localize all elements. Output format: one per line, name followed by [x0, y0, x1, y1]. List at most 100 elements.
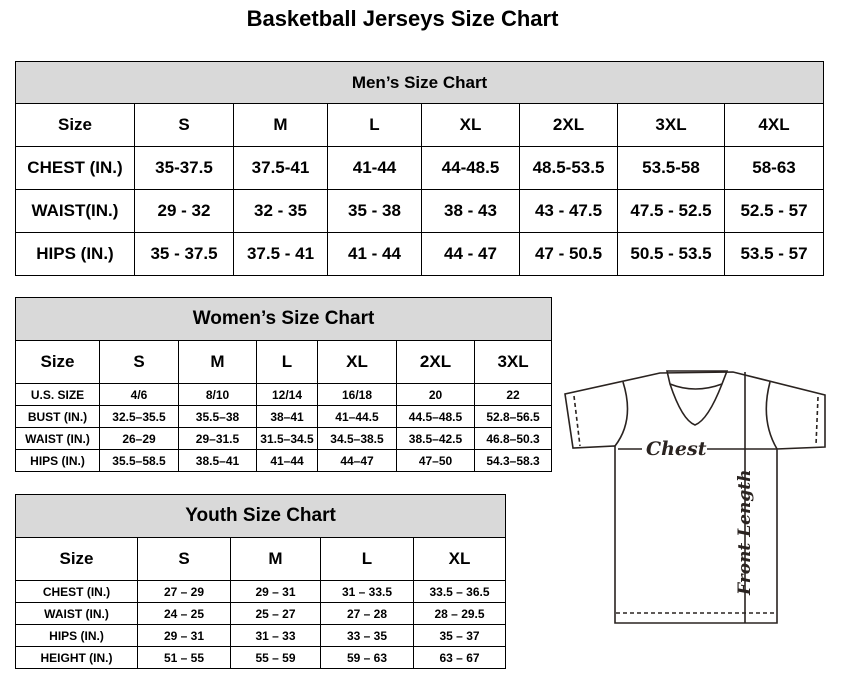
table-row: HIPS (IN.) 35.5–58.5 38.5–41 41–44 44–47 47–5…: [15, 449, 553, 472]
table-cell: CHEST (IN.): [15, 146, 135, 190]
table-title: Women’s Size Chart: [14, 297, 553, 341]
table-cell: HEIGHT (IN.): [15, 646, 138, 669]
table-cell: 27 – 29: [137, 580, 231, 603]
table-cell: 52.8–56.5: [473, 405, 553, 428]
table-cell: 34.5–38.5: [317, 427, 397, 450]
header-cell: M: [233, 103, 328, 147]
table-cell: 37.5 - 41: [233, 232, 328, 276]
womens-size-table: Women’s Size Chart Size S M L XL 2XL 3XL U.S. SI…: [14, 297, 553, 472]
table-cell: WAIST(IN.): [15, 189, 135, 233]
table-cell: HIPS (IN.): [15, 624, 138, 647]
table-cell: 51 – 55: [137, 646, 231, 669]
table-cell: 20: [396, 383, 475, 406]
table-cell: 44-48.5: [421, 146, 520, 190]
table-cell: 35.5–58.5: [99, 449, 179, 472]
table-cell: 29–31.5: [178, 427, 257, 450]
table-cell: 41–44: [256, 449, 318, 472]
header-cell: 3XL: [617, 103, 725, 147]
table-cell: 55 – 59: [230, 646, 321, 669]
table-cell: HIPS (IN.): [15, 449, 100, 472]
table-cell: 58-63: [723, 146, 825, 190]
table-cell: 44 - 47: [421, 232, 520, 276]
table-cell: WAIST (IN.): [15, 427, 100, 450]
chest-label: Chest: [646, 438, 707, 460]
table-cell: 50.5 - 53.5: [617, 232, 725, 276]
table-row: HIPS (IN.) 29 – 31 31 – 33 33 – 35 35 – 37: [15, 624, 507, 647]
table-cell: 48.5-53.5: [519, 146, 618, 190]
table-cell: 33 – 35: [320, 624, 414, 647]
header-cell: S: [137, 537, 231, 581]
table-cell: 31.5–34.5: [256, 427, 318, 450]
table-cell: 53.5-58: [617, 146, 725, 190]
table-row: WAIST (IN.) 24 – 25 25 – 27 27 – 28 28 – 29.…: [15, 602, 507, 625]
table-row: U.S. SIZE 4/6 8/10 12/14 16/18 20 22: [15, 383, 553, 406]
table-cell: 29 – 31: [230, 580, 321, 603]
table-cell: 28 – 29.5: [412, 602, 507, 625]
table-row: WAIST(IN.) 29 - 32 32 - 35 35 - 38 38 - 43 43…: [15, 189, 825, 233]
header-cell: Size: [15, 340, 100, 384]
table-cell: 24 – 25: [137, 602, 231, 625]
table-cell: 31 – 33: [230, 624, 321, 647]
table-cell: 47–50: [396, 449, 475, 472]
header-cell: L: [320, 537, 414, 581]
shirt-outline: [564, 371, 826, 624]
table-cell: 46.8–50.3: [473, 427, 553, 450]
table-cell: 38.5–41: [178, 449, 257, 472]
table-cell: 54.3–58.3: [473, 449, 553, 472]
table-cell: 53.5 - 57: [723, 232, 825, 276]
table-row: CHEST (IN.) 27 – 29 29 – 31 31 – 33.5 33.5 –…: [15, 580, 507, 603]
table-cell: 38–41: [256, 405, 318, 428]
header-cell: Size: [15, 537, 138, 581]
table-cell: 12/14: [256, 383, 318, 406]
table-cell: 47 - 50.5: [519, 232, 618, 276]
table-cell: 25 – 27: [230, 602, 321, 625]
table-cell: 59 – 63: [320, 646, 414, 669]
header-cell: 4XL: [723, 103, 825, 147]
table-cell: 47.5 - 52.5: [617, 189, 725, 233]
header-cell: 2XL: [396, 340, 475, 384]
front-length-label: Front Length: [735, 470, 755, 596]
header-cell: L: [327, 103, 422, 147]
table-cell: 63 – 67: [412, 646, 507, 669]
table-cell: BUST (IN.): [15, 405, 100, 428]
header-row: Size S M L XL 2XL 3XL: [15, 340, 553, 384]
table-row: BUST (IN.) 32.5–35.5 35.5–38 38–41 41–44.5 44…: [15, 405, 553, 428]
table-cell: 52.5 - 57: [723, 189, 825, 233]
header-cell: XL: [421, 103, 520, 147]
table-cell: 27 – 28: [320, 602, 414, 625]
table-cell: 41–44.5: [317, 405, 397, 428]
table-cell: 35 – 37: [412, 624, 507, 647]
table-cell: 43 - 47.5: [519, 189, 618, 233]
table-cell: 33.5 – 36.5: [412, 580, 507, 603]
table-cell: 37.5-41: [233, 146, 328, 190]
jersey-measurement-diagram: Chest Front Length: [564, 370, 826, 624]
table-cell: 16/18: [317, 383, 397, 406]
table-cell: 41-44: [327, 146, 422, 190]
header-cell: XL: [317, 340, 397, 384]
table-cell: 41 - 44: [327, 232, 422, 276]
header-cell: L: [256, 340, 318, 384]
header-cell: 3XL: [473, 340, 553, 384]
header-cell: M: [230, 537, 321, 581]
table-title: Men’s Size Chart: [14, 61, 825, 104]
header-cell: Size: [15, 103, 135, 147]
table-title: Youth Size Chart: [14, 494, 507, 538]
table-cell: U.S. SIZE: [15, 383, 100, 406]
header-cell: XL: [412, 537, 507, 581]
table-row: HEIGHT (IN.) 51 – 55 55 – 59 59 – 63 63 – 67: [15, 646, 507, 669]
table-cell: 26–29: [99, 427, 179, 450]
table-cell: 4/6: [99, 383, 179, 406]
header-row: Size S M L XL 2XL 3XL 4XL: [15, 103, 825, 147]
mens-size-table: Men’s Size Chart Size S M L XL 2XL 3XL 4XL CHEST …: [14, 61, 825, 276]
youth-size-table: Youth Size Chart Size S M L XL CHEST (IN.) 27 –…: [14, 494, 507, 669]
table-cell: 38.5–42.5: [396, 427, 475, 450]
table-cell: WAIST (IN.): [15, 602, 138, 625]
table-cell: CHEST (IN.): [15, 580, 138, 603]
table-cell: 22: [473, 383, 553, 406]
table-cell: 35 - 38: [327, 189, 422, 233]
header-cell: S: [99, 340, 179, 384]
table-cell: HIPS (IN.): [15, 232, 135, 276]
table-row: HIPS (IN.) 35 - 37.5 37.5 - 41 41 - 44 44 - …: [15, 232, 825, 276]
header-cell: S: [134, 103, 234, 147]
table-cell: 32.5–35.5: [99, 405, 179, 428]
